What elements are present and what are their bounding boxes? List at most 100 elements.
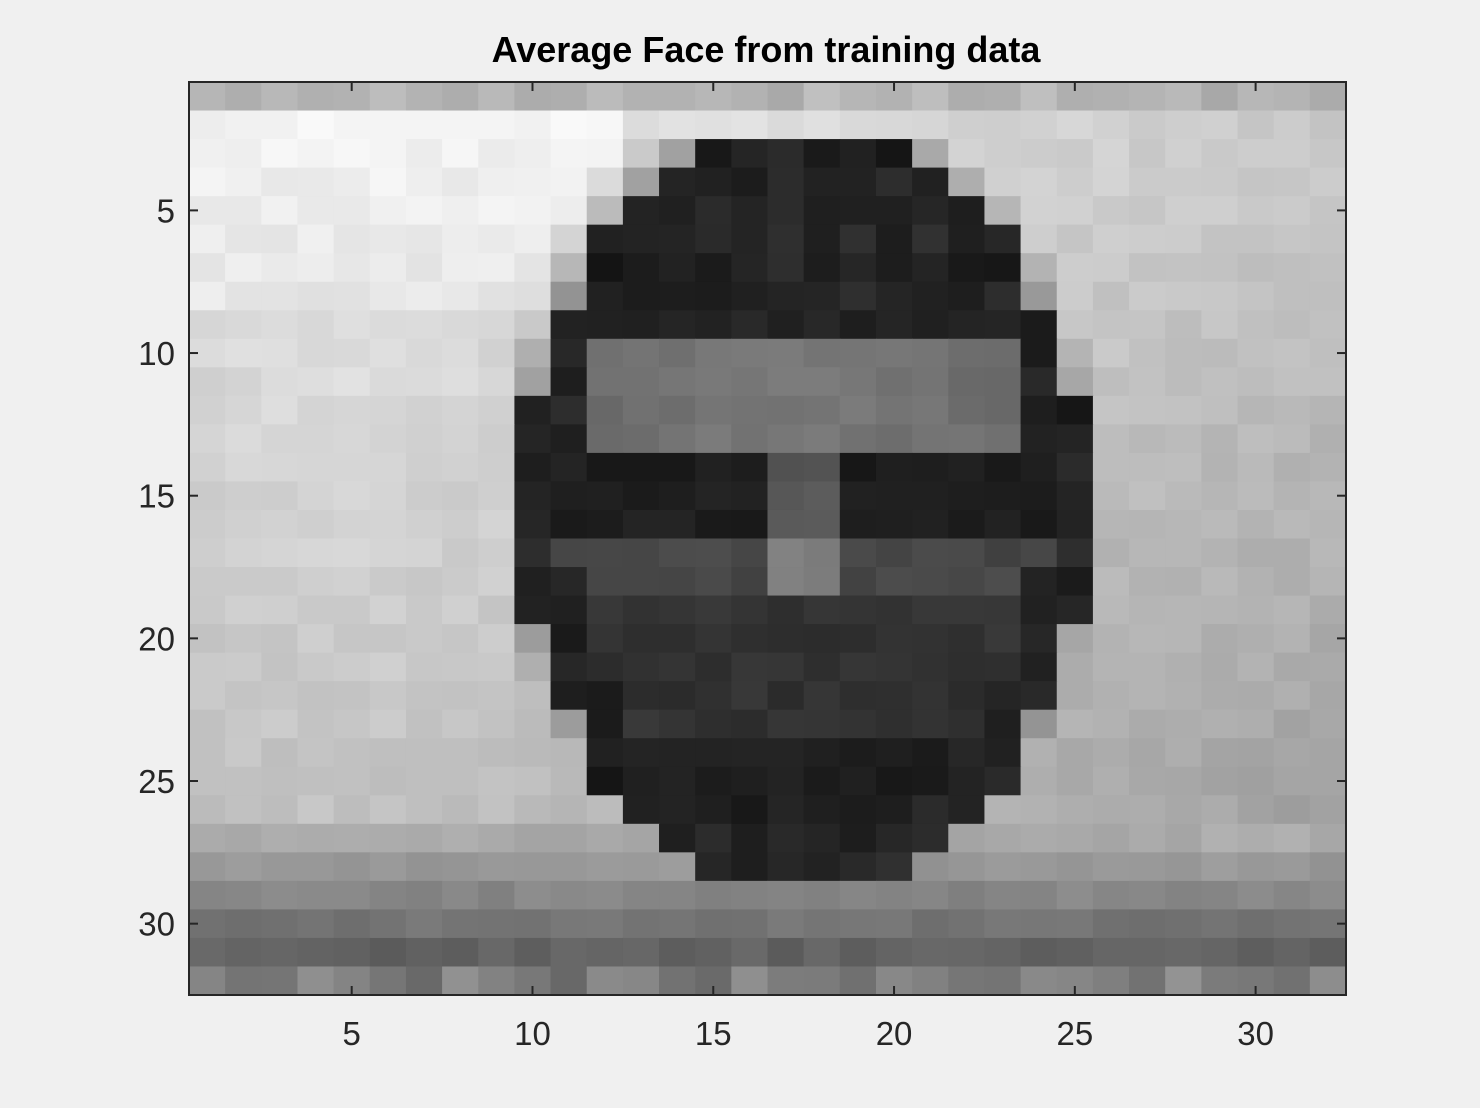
image-pixel [839, 937, 877, 968]
image-pixel [297, 281, 335, 311]
image-pixel [369, 766, 407, 796]
image-pixel [803, 110, 841, 140]
image-pixel [261, 424, 299, 454]
image-pixel [297, 338, 335, 368]
image-pixel [984, 567, 1022, 597]
image-pixel [803, 567, 841, 597]
image-pixel [1056, 681, 1094, 711]
image-pixel [839, 452, 877, 483]
image-pixel [695, 167, 732, 197]
y-tick-label: 20 [138, 620, 175, 657]
image-pixel [586, 795, 624, 825]
image-pixel [1165, 196, 1202, 226]
image-pixel [659, 139, 696, 169]
image-pixel [731, 310, 769, 340]
image-pixel [1056, 110, 1094, 140]
image-pixel [767, 538, 805, 568]
image-pixel [225, 338, 262, 368]
image-pixel [984, 823, 1022, 853]
x-tick-label: 5 [343, 1015, 361, 1052]
image-pixel [659, 738, 696, 768]
image-pixel [261, 937, 299, 968]
image-pixel [948, 652, 986, 682]
image-pixel [586, 139, 624, 169]
image-pixel [622, 196, 660, 226]
image-pixel [369, 110, 407, 140]
image-pixel [948, 823, 986, 853]
image-pixel [586, 538, 624, 568]
image-pixel [912, 823, 949, 853]
image-pixel [478, 224, 516, 254]
image-pixel [803, 909, 841, 939]
image-pixel [1165, 595, 1202, 625]
image-pixel [442, 110, 479, 140]
image-pixel [1273, 823, 1311, 853]
image-pixel [550, 281, 588, 311]
image-pixel [261, 224, 299, 254]
image-pixel [1020, 681, 1058, 711]
image-pixel [478, 481, 516, 511]
image-pixel [803, 481, 841, 511]
image-pixel [1165, 538, 1202, 568]
image-pixel [369, 937, 407, 968]
image-pixel [1129, 424, 1166, 454]
image-pixel [731, 937, 769, 968]
image-pixel [1056, 766, 1094, 796]
image-pixel [442, 880, 479, 911]
image-pixel [695, 310, 732, 340]
image-pixel [984, 424, 1022, 454]
image-pixel [1237, 624, 1275, 654]
image-pixel [912, 281, 949, 311]
image-pixel [1129, 595, 1166, 625]
image-pixel [550, 681, 588, 711]
image-pixel [1092, 966, 1130, 996]
image-pixel [333, 823, 371, 853]
image-pixel [333, 395, 371, 425]
image-pixel [875, 852, 913, 882]
image-pixel [622, 253, 660, 283]
image-pixel [550, 937, 588, 968]
image-pixel [297, 139, 335, 169]
image-pixel [1309, 310, 1347, 340]
image-pixel [1237, 481, 1275, 511]
image-pixel [261, 452, 299, 483]
image-pixel [369, 567, 407, 597]
image-pixel [478, 823, 516, 853]
image-pixel [1056, 310, 1094, 340]
image-pixel [514, 395, 552, 425]
image-pixel [1273, 595, 1311, 625]
image-pixel [478, 652, 516, 682]
image-pixel [1273, 395, 1311, 425]
image-pixel [1020, 795, 1058, 825]
image-pixel [261, 538, 299, 568]
image-pixel [261, 253, 299, 283]
image-pixel [803, 310, 841, 340]
image-pixel [478, 281, 516, 311]
image-pixel [912, 966, 949, 996]
image-pixel [297, 738, 335, 768]
image-pixel [405, 196, 443, 226]
image-pixel [875, 909, 913, 939]
image-pixel [550, 567, 588, 597]
image-pixel [803, 624, 841, 654]
image-pixel [1273, 253, 1311, 283]
image-pixel [1165, 139, 1202, 169]
image-pixel [369, 738, 407, 768]
image-pixel [1201, 310, 1239, 340]
image-pixel [659, 167, 696, 197]
image-pixel [405, 709, 443, 739]
image-pixel [767, 709, 805, 739]
image-pixel [1201, 966, 1239, 996]
image-pixel [731, 966, 769, 996]
image-pixel [1056, 481, 1094, 511]
image-pixel [1020, 452, 1058, 483]
image-pixel [261, 110, 299, 140]
image-pixel [1309, 738, 1347, 768]
image-pixel [984, 937, 1022, 968]
image-pixel [189, 395, 226, 425]
image-pixel [622, 652, 660, 682]
image-pixel [695, 681, 732, 711]
image-pixel [1020, 709, 1058, 739]
image-pixel [586, 567, 624, 597]
image-pixel [1092, 167, 1130, 197]
